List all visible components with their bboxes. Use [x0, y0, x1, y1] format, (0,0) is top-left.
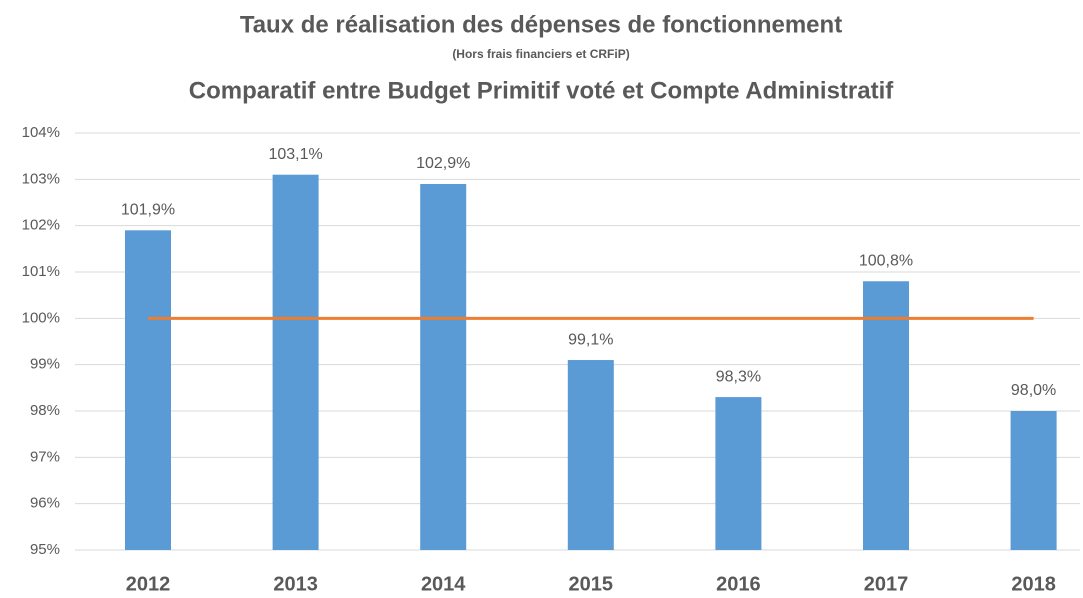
- value-label: 103,1%: [268, 146, 322, 163]
- x-tick-label: 2013: [273, 573, 318, 595]
- bar: [715, 397, 762, 550]
- value-label: 101,9%: [121, 202, 175, 219]
- y-tick-label: 96%: [30, 495, 60, 512]
- value-label: 98,0%: [1011, 382, 1056, 399]
- bar: [863, 281, 909, 550]
- y-tick-label: 101%: [22, 263, 60, 280]
- y-tick-label: 99%: [30, 356, 60, 373]
- y-tick-label: 103%: [22, 170, 60, 187]
- x-tick-label: 2017: [864, 573, 909, 595]
- bar: [420, 183, 467, 550]
- chart-title: Taux de réalisation des dépenses de fonc…: [240, 11, 842, 38]
- y-tick-label: 95%: [30, 541, 60, 558]
- y-tick-label: 98%: [30, 402, 60, 419]
- bar: [272, 174, 319, 550]
- x-tick-label: 2014: [421, 573, 466, 595]
- value-label: 102,9%: [416, 155, 470, 172]
- y-tick-label: 100%: [22, 309, 60, 326]
- value-label: 98,3%: [716, 368, 761, 385]
- x-tick-label: 2015: [569, 573, 614, 595]
- y-tick-label: 104%: [22, 124, 60, 141]
- x-tick-label: 2018: [1011, 573, 1056, 595]
- chart-subtitle: (Hors frais financiers et CRFiP): [452, 47, 629, 61]
- bar: [567, 360, 614, 550]
- chart-title-2: Comparatif entre Budget Primitif voté et…: [189, 77, 895, 104]
- y-tick-label: 97%: [30, 448, 60, 465]
- x-tick-label: 2012: [126, 573, 171, 595]
- bar: [1010, 411, 1057, 550]
- y-tick-label: 102%: [22, 217, 60, 234]
- value-label: 99,1%: [568, 331, 613, 348]
- value-label: 100,8%: [859, 252, 913, 269]
- x-tick-label: 2016: [716, 573, 761, 595]
- bar: [125, 230, 171, 551]
